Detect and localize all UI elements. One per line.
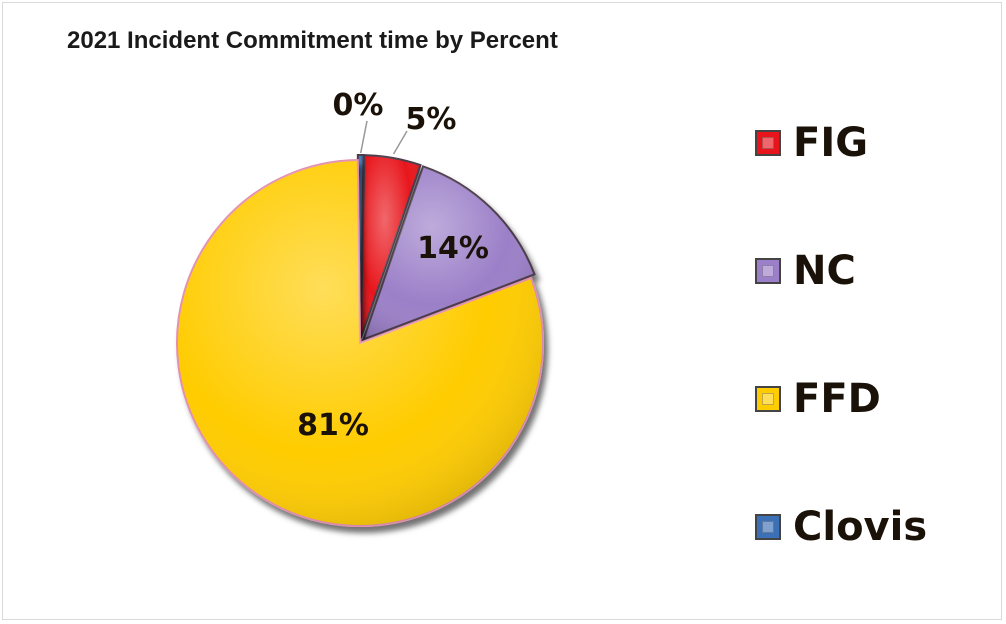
legend-item-ffd: FFD xyxy=(755,369,881,429)
data-label-nc: 14% xyxy=(417,231,489,266)
pie-slice-nc xyxy=(361,165,536,342)
pie-slice-fig xyxy=(359,154,422,339)
leader-line-fig xyxy=(392,130,408,155)
legend-swatch-ffd xyxy=(755,386,781,412)
pie-chart: 0% 5% 14% 81% xyxy=(176,88,544,527)
data-label-fig: 5% xyxy=(406,102,457,137)
legend-swatch-clovis xyxy=(755,514,781,540)
legend-item-clovis: Clovis xyxy=(755,497,927,557)
legend-item-nc: NC xyxy=(755,241,856,301)
legend-item-fig: FIG xyxy=(755,113,868,173)
pie-slice-nc-gloss xyxy=(363,166,535,340)
legend-swatch-nc xyxy=(755,258,781,284)
legend-label-nc: NC xyxy=(793,248,856,294)
data-label-clovis: 0% xyxy=(333,88,384,123)
pie-slice-fig-gloss xyxy=(360,155,421,339)
legend-swatch-fig xyxy=(755,130,781,156)
legend-label-ffd: FFD xyxy=(793,376,881,422)
legend-label-clovis: Clovis xyxy=(793,504,928,550)
pie-slice-ffd xyxy=(176,158,544,527)
leader-line-clovis xyxy=(359,120,368,154)
legend-label-fig: FIG xyxy=(793,120,869,166)
data-label-ffd: 81% xyxy=(297,408,369,443)
chart-title: 2021 Incident Commitment time by Percent xyxy=(67,27,558,54)
pie-slice-ffd-gloss xyxy=(176,160,543,526)
